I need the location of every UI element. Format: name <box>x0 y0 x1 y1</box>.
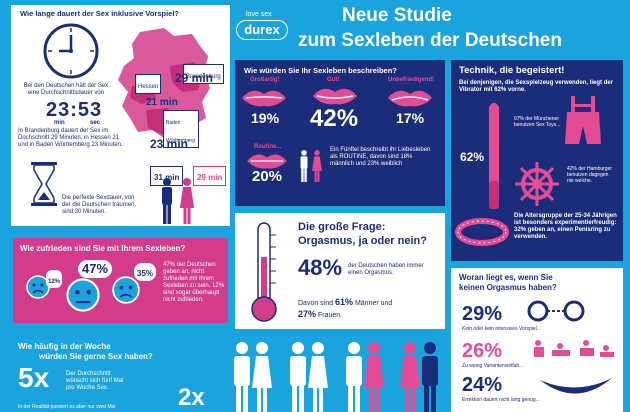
page-subtitle: zum Sexleben der Deutschen <box>298 30 562 51</box>
no-orgasm-value-2: 26% <box>462 340 503 362</box>
frequency-footnote: In der Realität passiert es aber nur zwe… <box>18 404 116 410</box>
banana-icon <box>538 374 614 400</box>
lips-icon-good <box>311 86 359 106</box>
duration-regional-text: In Brandenburg dauert der Sex im Dochsch… <box>18 128 123 148</box>
tech-title: Technik, die begeistert! <box>459 65 565 76</box>
describe-value-great: 19% <box>251 110 280 126</box>
hamburg-text: 42% der Hamburger benutzen dagegen nie w… <box>567 166 613 184</box>
no-orgasm-value-1: 29% <box>462 303 503 325</box>
no-orgasm-text-2: Zu wenig Variantenvielfalt... <box>462 363 524 369</box>
region-value-brandenburg: 29 min <box>175 71 214 85</box>
page-title: Neue Studie <box>342 5 452 26</box>
describe-label-unsatisfying: Unbefriedigend! <box>388 77 434 83</box>
lips-icon-routine <box>244 152 290 170</box>
routine-female-icon <box>312 150 322 182</box>
region-label-brandenburg: Brandenburg <box>183 64 224 84</box>
face-badge-3: 35% <box>134 263 157 281</box>
describe-panel <box>235 60 445 206</box>
orgasm-value-text: der Deutschen haben immer einen Orgasmus… <box>348 263 424 276</box>
no-orgasm-text-3: Errektion dauert nicht lang genug... <box>462 397 540 403</box>
orgasm-value: 48% <box>298 255 343 280</box>
describe-label-great: Großartig! <box>250 77 280 83</box>
tech-intro: Bei denjenigen, die Sexspielzeug verwend… <box>459 80 614 93</box>
satisfied-text: 47% der Deutschen geben an, nicht zufrie… <box>163 262 225 303</box>
routine-male-icon <box>299 150 309 182</box>
lips-icon-great <box>240 88 288 108</box>
orgasm-title2: Orgasmus, ja oder nein? <box>298 235 427 247</box>
face-icon-2 <box>66 278 100 312</box>
region-value-hessen: 21 min <box>146 97 178 108</box>
region-label-hessen: Hessen <box>135 74 162 94</box>
describe-label-routine: Routine... <box>254 144 282 150</box>
people-row <box>232 342 442 412</box>
frequency-question-1: Wie häufig in der Woche <box>18 342 111 351</box>
handcuffs-icon <box>526 299 586 323</box>
region-value-bw: 23 min <box>150 137 189 151</box>
hourglass-icon <box>30 162 58 206</box>
frequency-value: 5x <box>18 362 50 393</box>
face-icon-3 <box>112 276 140 304</box>
positions-icon <box>530 338 616 362</box>
duration-unit-min: min <box>54 120 65 126</box>
no-orgasm-text-1: Kein oder kein intensives Vorspiel... <box>462 326 541 332</box>
age-text: Die Altersgruppe der 25-34 Jährigen ist … <box>514 213 617 240</box>
satisfied-question: Wie zufrieden sind Sie mit Ihrem Sexlebe… <box>20 244 186 253</box>
region-label-bw: Baden Württemberg <box>163 110 199 148</box>
frequency-text: Der Durchschnitt wünscht sich fünf Mal p… <box>66 371 124 391</box>
describe-value-good: 42% <box>310 105 359 132</box>
describe-question: Wie würden Sie Ihr Sexleben beschreiben? <box>244 66 397 75</box>
vibrator-value: 62% <box>460 150 485 164</box>
no-orgasm-question: Woran liegt es, wenn Sie keinen Orgasmus… <box>459 273 557 292</box>
brand-tagline: love sex <box>246 11 272 18</box>
frequency-question-2: würden Sie gerne Sex haben? <box>39 352 153 361</box>
brand-logo: durex <box>236 20 288 40</box>
orgasm-split: Davon sind 61% Männer und 27% Frauen. <box>298 297 393 319</box>
describe-value-unsatisfying: 17% <box>396 110 425 126</box>
orgasm-male-value: 61% <box>334 297 353 307</box>
routine-text: Ein Fünftel beschreibt ihr Liebesleben a… <box>330 147 431 167</box>
lips-icon-unsatisfying <box>386 88 434 108</box>
duration-question: Wie lange dauert der Sex inklusive Vorsp… <box>20 9 180 18</box>
describe-label-good: Gut! <box>327 77 340 83</box>
thermometer-icon <box>246 221 282 325</box>
duration-unit-sec: sec <box>90 120 101 126</box>
duration-time: 23:53 <box>46 99 103 121</box>
brand-name: durex <box>244 22 280 37</box>
describe-value-routine: 20% <box>252 168 283 185</box>
ship-wheel-icon <box>513 160 561 208</box>
orgasm-female-value: 27% <box>298 309 317 319</box>
duration-avg-text: Bei den Deutschen hält der Sex eine Durc… <box>23 83 109 96</box>
face-badge-1: 12% <box>46 270 63 288</box>
female-figure-icon <box>180 178 194 224</box>
orgasm-title1: Die große Frage: <box>298 221 386 233</box>
frequency-real-value: 2x <box>178 384 205 411</box>
penis-ring-icon <box>455 218 509 246</box>
vibrator-icon <box>487 101 501 211</box>
clock-icon <box>42 22 100 80</box>
tech-panel <box>451 60 623 261</box>
lederhosen-icon <box>563 96 603 146</box>
munich-text: 67% der Münchener benutzen Sex Toys... <box>514 116 561 128</box>
male-figure-icon <box>160 178 174 224</box>
face-badge-2: 47% <box>78 260 113 278</box>
no-orgasm-value-3: 24% <box>462 374 503 396</box>
female-time-badge: 29 min <box>193 166 227 186</box>
duration-ideal-text: Die perfekte Sexdauer, von der die Deuts… <box>62 195 137 215</box>
